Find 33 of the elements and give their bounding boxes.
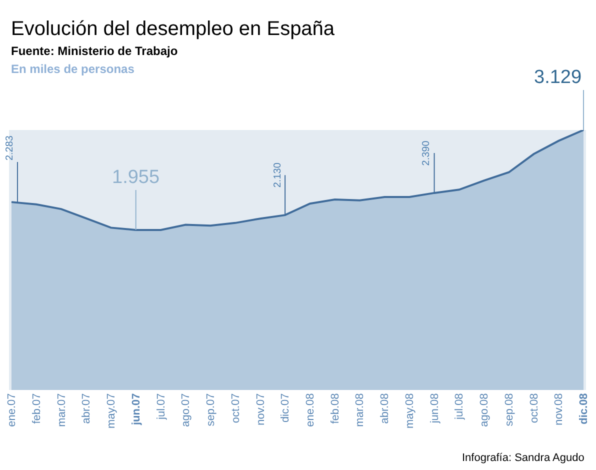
x-tick-label: may.08 <box>404 393 416 428</box>
text: Infografía: Sandra Agudo <box>462 452 584 464</box>
x-tick-label: nov.08 <box>553 393 566 426</box>
x-tick-label: may.07 <box>106 393 118 428</box>
x-tick-label: jul.07 <box>155 393 168 420</box>
x-tick-label: dic.08 <box>578 393 590 424</box>
chart-subtitle: Fuente: Ministerio de Trabajo <box>11 44 178 58</box>
data-label: 3.129 <box>534 67 582 88</box>
data-label: 2.390 <box>420 140 432 166</box>
text: En miles de personas <box>11 62 135 76</box>
x-tick-label: mar.08 <box>354 393 366 427</box>
x-tick-label: dic.07 <box>280 393 292 423</box>
x-tick-label: abr.08 <box>379 393 392 424</box>
x-tick-label: ago.08 <box>478 393 491 427</box>
data-label: 2.283 <box>4 135 16 161</box>
x-tick-label: feb.08 <box>329 393 342 424</box>
x-tick-label: ago.07 <box>180 393 192 427</box>
x-tick-label: sep.07 <box>205 393 218 426</box>
x-tick-label: ene.08 <box>304 393 317 427</box>
x-tick-label: abr.07 <box>80 393 93 424</box>
x-tick-label: jun.08 <box>428 393 441 424</box>
x-tick-label: sep.08 <box>503 393 516 426</box>
x-tick-label: nov.07 <box>254 393 267 426</box>
data-label: 1.955 <box>112 167 160 188</box>
x-tick-label: ene.07 <box>6 393 18 427</box>
x-tick-label: feb.07 <box>30 393 43 424</box>
x-tick-label: jun.07 <box>130 393 142 426</box>
x-tick-label: oct.07 <box>230 393 242 424</box>
data-label: 2.130 <box>272 162 284 188</box>
x-tick-label: jul.08 <box>454 393 466 420</box>
x-tick-label: oct.08 <box>528 393 540 424</box>
chart-title: Evolución del desempleo en España <box>11 18 336 40</box>
x-tick-label: mar.07 <box>56 393 68 427</box>
